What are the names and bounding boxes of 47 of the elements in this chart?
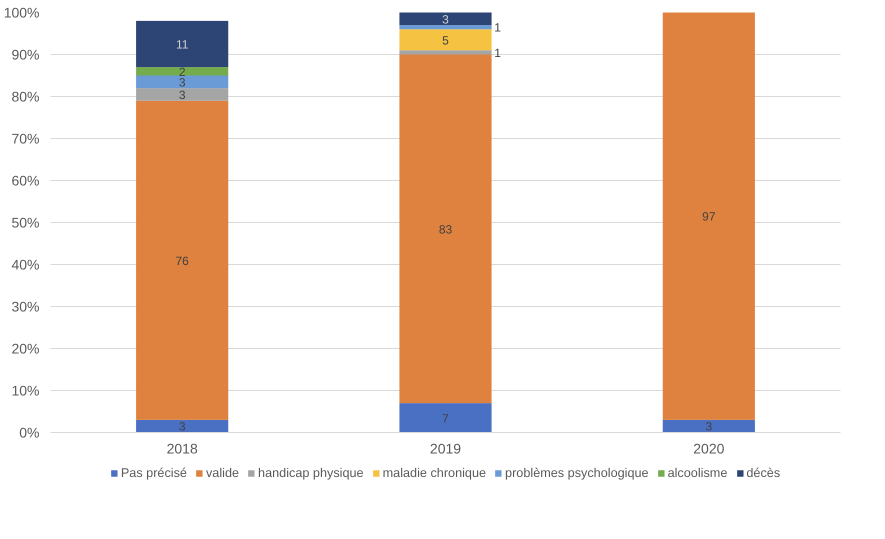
legend-label: handicap physique xyxy=(258,466,364,480)
data-label: 97 xyxy=(702,210,716,224)
bar xyxy=(399,50,492,54)
y-tick-label: 80% xyxy=(11,88,40,104)
y-tick-label: 100% xyxy=(4,4,40,20)
y-tick-label: 30% xyxy=(11,298,40,314)
bar xyxy=(399,54,492,404)
bar xyxy=(399,12,492,26)
data-label: 3 xyxy=(705,420,712,434)
data-label: 11 xyxy=(176,38,189,52)
bar xyxy=(399,25,492,30)
data-label: 76 xyxy=(175,254,190,268)
y-tick-label: 70% xyxy=(11,130,40,146)
data-label: 83 xyxy=(438,222,452,236)
legend-label: alcoolisme xyxy=(668,466,728,480)
data-label: 3 xyxy=(178,88,186,102)
legend-label: maladie chronique xyxy=(382,466,486,480)
y-tick-label: 60% xyxy=(11,172,40,188)
legend-label: problèmes psychologique xyxy=(505,466,649,480)
legend-label: décès xyxy=(746,466,780,480)
y-tick-label: 20% xyxy=(11,340,40,356)
y-tick-label: 50% xyxy=(11,214,40,230)
bar xyxy=(399,403,492,432)
data-label: 1 xyxy=(494,20,502,35)
y-tick-label: 40% xyxy=(11,256,40,272)
y-tick-label: 90% xyxy=(11,46,40,62)
bar xyxy=(136,67,228,76)
bar xyxy=(662,12,755,420)
data-label: 5 xyxy=(442,33,450,48)
legend-label: Pas précisé xyxy=(120,466,187,480)
x-tick-label: 2020 xyxy=(693,440,725,456)
bar xyxy=(662,420,755,432)
bar xyxy=(136,20,228,68)
data-label: 3 xyxy=(178,420,186,434)
data-label: 1 xyxy=(494,46,502,60)
data-label: 3 xyxy=(442,12,450,26)
x-tick-label: 2018 xyxy=(166,440,198,456)
y-tick-label: 0% xyxy=(19,424,40,440)
bar xyxy=(136,76,228,88)
bar xyxy=(136,88,228,101)
bar xyxy=(136,100,228,420)
data-label: 7 xyxy=(442,411,450,426)
bar xyxy=(136,420,228,432)
legend-label: valide xyxy=(206,466,240,480)
bar xyxy=(399,29,492,50)
x-tick-label: 2019 xyxy=(430,440,462,456)
y-tick-label: 10% xyxy=(11,382,40,398)
